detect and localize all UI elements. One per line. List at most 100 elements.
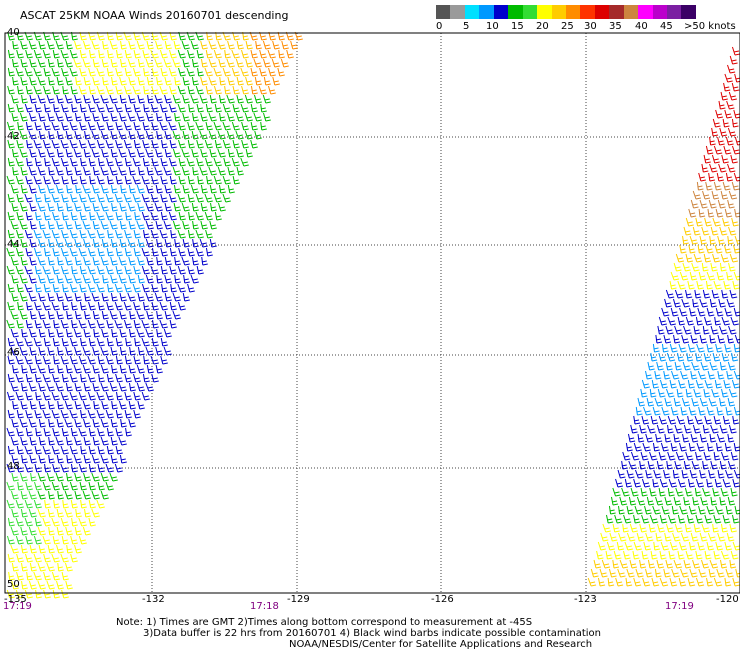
wind-barb [699,235,707,245]
wind-barb [151,157,159,167]
wind-barb [685,289,693,299]
wind-barb [61,535,69,545]
wind-barb [160,67,168,77]
wind-barb [15,337,24,347]
wind-barb [74,202,82,212]
wind-barb [48,328,55,338]
wind-barb [29,454,37,464]
wind-barb [154,94,163,104]
wind-barb [689,271,698,281]
wind-barb [15,499,24,509]
wind-barb [109,166,118,176]
wind-barb [164,202,172,212]
wind-barb [17,85,24,95]
wind-barb [188,211,195,221]
wind-barb [24,517,33,527]
wind-barb [263,58,271,68]
wind-barb [97,445,105,455]
wind-barb [159,49,168,59]
wind-barb [731,82,740,92]
wind-barb [657,523,665,533]
wind-barb [704,217,712,227]
wind-barb [101,310,109,320]
wind-barb [253,58,262,68]
legend-label-20: 20 [536,21,549,32]
wind-barb [133,301,141,311]
wind-barb [145,346,154,356]
wind-barb [96,337,105,347]
wind-barb [96,499,105,509]
wind-barb [151,337,159,347]
wind-barb [78,391,87,401]
wind-barb [61,337,69,347]
wind-barb [204,193,213,203]
wind-barb [48,238,55,248]
wind-barb [729,289,738,299]
legend-swatch-10 [580,5,595,19]
wind-barb [69,121,78,131]
wind-barb [65,580,73,590]
wind-barb [137,292,145,302]
wind-barb [51,67,60,77]
wind-barb [110,346,118,356]
wind-barb [224,85,231,95]
wind-barb [169,265,177,275]
wind-barb [704,550,712,560]
wind-barb [704,514,713,524]
wind-barb [100,490,109,500]
wind-barb [61,571,69,581]
wind-barb [712,523,719,533]
wind-barb [723,379,731,389]
wind-barb [155,184,163,194]
wind-barb [132,67,141,77]
wind-barb [716,406,724,416]
wind-barb [88,157,96,167]
wind-barb [110,454,118,464]
wind-barb [55,436,64,446]
wind-barb [17,481,24,491]
wind-barb [52,535,60,545]
wind-barb [674,289,684,299]
wind-barb [190,40,199,50]
wind-barb [231,157,240,167]
wind-barb [91,94,100,104]
wind-barb [706,307,715,317]
wind-barb [649,388,657,398]
wind-barb [29,238,37,248]
wind-barb [88,445,96,455]
legend-swatch-3 [479,5,494,19]
legend-swatch-4 [493,5,509,19]
wind-barb [613,550,622,560]
wind-barb [178,157,186,167]
wind-barb [120,418,127,428]
wind-barb [114,301,123,311]
wind-barb [21,364,28,374]
wind-barb [25,247,33,257]
wind-barb [150,103,159,113]
wind-barb [33,175,42,185]
wind-barb [120,184,127,194]
wind-barb [106,67,114,77]
wind-barb [174,274,181,284]
wind-barb [254,130,262,140]
wind-barb [719,361,727,371]
wind-barb [83,76,91,86]
wind-barb [21,94,28,104]
wind-barb [92,166,100,176]
wind-barb [33,67,42,77]
wind-barb [705,280,713,290]
wind-barb [115,67,123,77]
wind-barb [19,346,28,356]
wind-barb [694,487,702,497]
wind-barb [114,283,123,293]
wind-barb [91,454,100,464]
wind-barb [709,334,717,344]
wind-barb [133,409,141,419]
wind-barb [24,283,33,293]
wind-barb [224,49,231,59]
wind-barb [20,184,28,194]
wind-barb [205,229,213,239]
wind-barb [80,373,87,383]
wind-barb [20,40,28,50]
wind-barb [656,361,664,371]
